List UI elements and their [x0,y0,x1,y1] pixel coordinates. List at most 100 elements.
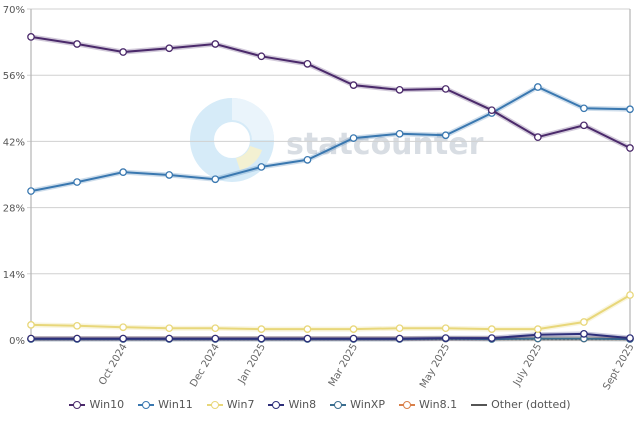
legend-circle-icon [138,400,155,410]
y-tick-label: 14% [3,270,25,281]
data-point[interactable] [73,321,81,330]
logo-segment [232,98,274,140]
data-point[interactable] [580,330,588,338]
data-point[interactable] [27,33,35,41]
legend-item-win10[interactable]: Win10 [69,398,124,411]
series-win8[interactable] [27,330,634,343]
legend-label: Win8.1 [418,398,458,411]
legend-line-icon [471,400,488,410]
legend-item-winxp[interactable]: WinXP [330,398,385,411]
data-point[interactable] [165,334,174,343]
data-point[interactable] [487,325,496,333]
legend-item-win7[interactable]: Win7 [206,398,255,411]
legend-label: Win7 [226,398,255,411]
legend-circle-icon [268,400,285,410]
data-point[interactable] [303,155,312,164]
data-point[interactable] [211,175,220,184]
legend-circle-icon [398,400,415,410]
legend-label: Win11 [158,398,193,411]
data-point[interactable] [27,321,35,329]
data-point[interactable] [165,324,174,333]
data-point[interactable] [73,334,81,343]
data-point[interactable] [303,325,312,333]
logo-segment [236,146,262,170]
x-axis: Oct 2024 Dec 2024 Jan 2025 Mar 2025 May 2025… [97,342,636,392]
data-point[interactable] [27,334,35,343]
data-point[interactable] [533,133,542,141]
x-tick-label: Oct 2024 [97,342,129,387]
data-point[interactable] [441,85,450,93]
x-tick-label: Sept 2025 [601,342,636,392]
series-line [30,35,631,149]
data-point[interactable] [211,324,220,333]
data-point[interactable] [257,334,266,343]
y-tick-label: 28% [3,204,25,215]
data-point[interactable] [441,131,450,140]
legend-label: Win10 [89,398,125,411]
data-point[interactable] [165,44,174,53]
series-win10[interactable] [27,33,634,152]
data-point[interactable] [349,334,358,343]
chart-legend: Win10 Win11 Win7 Win8 WinXP Win8.1 Other (dott… [0,398,640,411]
legend-item-win8[interactable]: Win8 [268,398,316,411]
data-point[interactable] [119,168,128,176]
data-point[interactable] [349,134,358,142]
data-point[interactable] [580,318,588,326]
legend-label: Win8 [288,398,317,411]
data-point[interactable] [580,104,588,113]
data-point[interactable] [73,40,81,48]
y-axis: 0% 14% 28% 42% 56% 70% [3,5,631,347]
chart-series [27,33,634,343]
series-line-glow [30,292,632,332]
legend-item-win8-1[interactable]: Win8.1 [398,398,458,411]
legend-circle-icon [69,400,86,410]
x-tick-label: Dec 2024 [188,342,222,389]
data-point[interactable] [211,334,220,343]
data-point[interactable] [257,163,266,171]
x-tick-label: Mar 2025 [327,342,360,389]
data-point[interactable] [257,325,266,333]
data-point[interactable] [27,187,35,195]
data-point[interactable] [395,129,404,138]
line-chart: statcounter 0%14%28%42%56%70% Oct 2024 De… [3,5,637,392]
data-point[interactable] [119,323,128,332]
data-point[interactable] [395,86,404,94]
data-point[interactable] [303,334,312,343]
data-point[interactable] [119,334,128,343]
data-point[interactable] [626,105,634,114]
y-tick-label: 42% [3,137,25,148]
series-win11[interactable] [27,83,634,195]
x-tick-label: Jan 2025 [236,342,268,387]
data-point[interactable] [211,40,220,48]
legend-item-other-dotted[interactable]: Other (dotted) [471,398,571,411]
series-line [30,294,631,331]
data-point[interactable] [303,60,312,68]
series-line [31,332,631,340]
data-point[interactable] [395,324,404,333]
data-point[interactable] [626,291,634,299]
data-point[interactable] [441,334,450,342]
data-point[interactable] [580,121,588,130]
data-point[interactable] [533,325,542,333]
y-tick-label: 56% [3,71,25,82]
series-win7[interactable] [27,291,634,333]
data-point[interactable] [349,325,358,333]
data-point[interactable] [487,334,496,342]
y-tick-label: 0% [9,336,25,347]
data-point[interactable] [441,324,450,333]
legend-item-win11[interactable]: Win11 [138,398,193,411]
legend-circle-icon [206,400,223,410]
data-point[interactable] [165,171,174,179]
legend-label: Other (dotted) [491,398,571,411]
data-point[interactable] [73,178,81,186]
data-point[interactable] [257,52,266,61]
data-point[interactable] [395,334,404,343]
data-point[interactable] [533,83,542,91]
series-line [30,85,631,193]
data-point[interactable] [626,144,634,152]
data-point[interactable] [487,106,496,115]
data-point[interactable] [349,81,358,89]
data-point[interactable] [119,48,128,56]
data-point[interactable] [626,334,634,342]
